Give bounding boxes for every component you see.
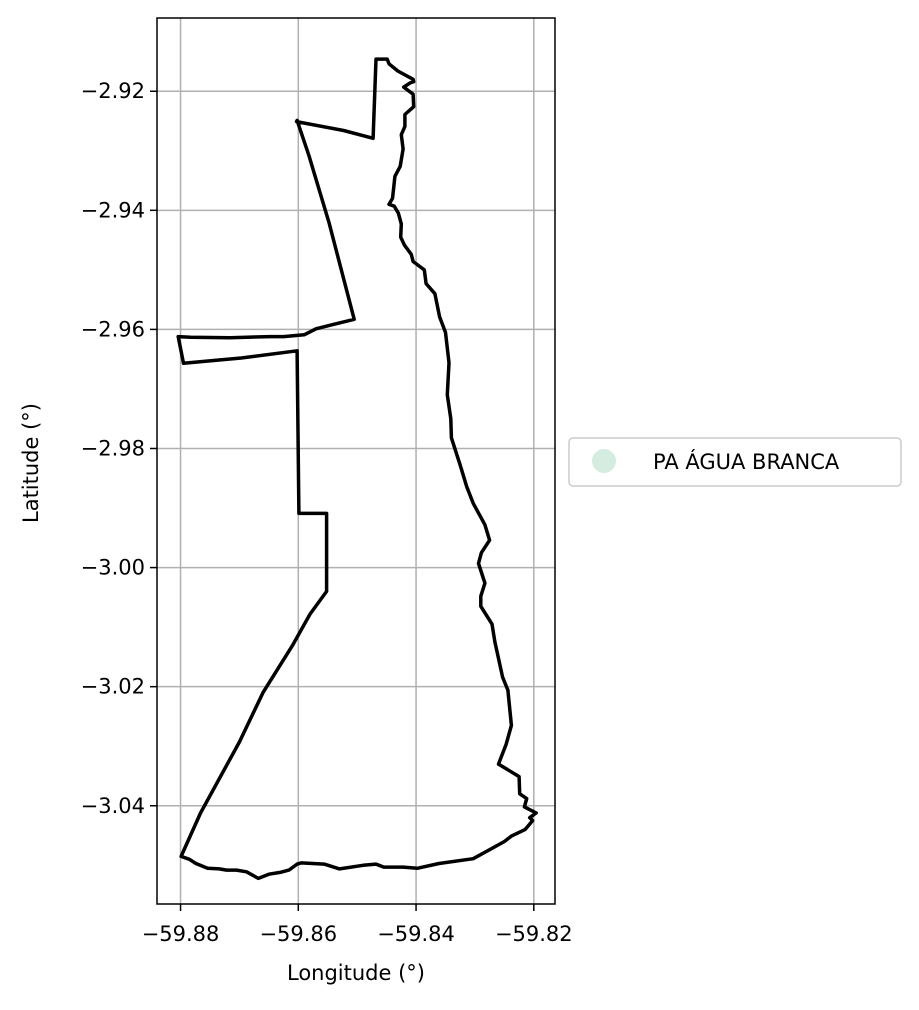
x-tick-label: −59.86	[259, 922, 337, 946]
map-polygon-layer	[176, 57, 538, 881]
grid-lines	[157, 18, 555, 904]
x-tick-label: −59.84	[377, 922, 455, 946]
legend: PA ÁGUA BRANCA	[568, 437, 902, 487]
y-tick-label: −2.98	[81, 436, 145, 460]
legend-label: PA ÁGUA BRANCA	[653, 449, 840, 474]
x-axis-label: Longitude (°)	[287, 961, 425, 985]
legend-box	[568, 437, 902, 487]
x-tick-label: −59.88	[142, 922, 220, 946]
y-tick-label: −3.00	[81, 556, 145, 580]
y-tick-label: −2.94	[81, 198, 145, 222]
x-tick-label: −59.82	[495, 922, 573, 946]
y-axis-label: Latitude (°)	[19, 403, 43, 523]
y-tick-label: −2.96	[81, 317, 145, 341]
area-boundary-pa-agua-branca	[176, 57, 538, 881]
y-tick-label: −3.04	[81, 794, 145, 818]
axis-ticks: −59.88 −59.86 −59.84 −59.82 −2.92 −2.94 −2.96 −…	[81, 79, 573, 946]
legend-marker	[592, 449, 616, 473]
y-tick-label: −3.02	[81, 675, 145, 699]
y-tick-label: −2.92	[81, 79, 145, 103]
plot-frame	[156, 17, 556, 905]
